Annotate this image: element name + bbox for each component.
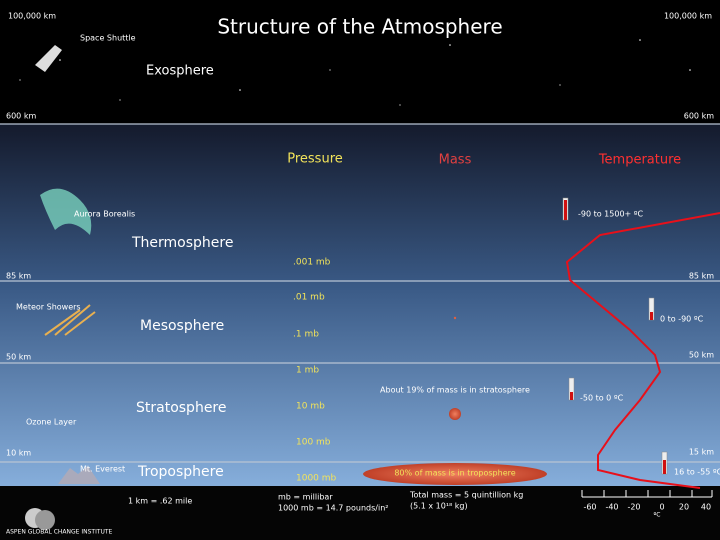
feature-label: Ozone Layer xyxy=(26,418,77,427)
scale-label: 40 xyxy=(701,503,711,512)
pressure-value: 1000 mb xyxy=(296,474,337,484)
mass-header: Mass xyxy=(439,153,472,168)
total-mass-note: (5.1 x 10¹⁸ kg) xyxy=(410,502,468,511)
pressure-value: 100 mb xyxy=(296,438,331,448)
layer-name: Mesosphere xyxy=(140,318,224,334)
temperature-range: -50 to 0 ºC xyxy=(580,394,624,403)
stratosphere-mass-shape xyxy=(449,408,461,420)
temperature-header: Temperature xyxy=(598,153,681,168)
layer-name: Exosphere xyxy=(146,64,214,79)
logo-text: ASPEN GLOBAL CHANGE INSTITUTE xyxy=(6,529,113,536)
stars xyxy=(19,39,691,106)
mountain-icon xyxy=(58,466,100,484)
pressure-value: 1 mb xyxy=(296,366,319,376)
pressure-value: .001 mb xyxy=(293,258,331,268)
footer-background xyxy=(0,486,720,540)
layer-name: Thermosphere xyxy=(131,235,233,251)
feature-label: Space Shuttle xyxy=(80,34,136,43)
thermometer-fill xyxy=(564,200,666,474)
layer-name: Troposphere xyxy=(137,464,224,480)
logo-globes xyxy=(25,508,55,530)
pressure-unit-note: mb = millibar xyxy=(278,493,333,502)
scale-label: 0 xyxy=(659,503,664,512)
altitude-label: 85 km xyxy=(6,272,31,281)
temperature-scale-axis xyxy=(581,490,713,498)
temperature-curve xyxy=(565,212,720,489)
scale-label: -40 xyxy=(605,503,618,512)
altitude-label: 85 km xyxy=(689,272,714,281)
scale-label: -20 xyxy=(627,503,640,512)
scale-label: -60 xyxy=(583,503,596,512)
temperature-range: -90 to 1500+ ºC xyxy=(578,210,644,219)
temperature-range: 16 to -55 ºC xyxy=(674,468,720,477)
pressure-value: .1 mb xyxy=(293,330,319,340)
temperature-range: 0 to -90 ºC xyxy=(660,315,704,324)
pressure-unit-note: 1000 mb = 14.7 pounds/in² xyxy=(278,504,388,513)
mass-note: About 19% of mass is in stratosphere xyxy=(380,386,530,395)
title: Structure of the Atmosphere xyxy=(217,15,502,39)
pressure-header: Pressure xyxy=(287,152,343,167)
mesosphere-mass-shape xyxy=(453,316,457,320)
total-mass-note: Total mass = 5 quintillion kg xyxy=(409,491,523,500)
aurora-icon xyxy=(40,188,92,235)
feature-label: Mt. Everest xyxy=(80,465,125,474)
altitude-label: 10 km xyxy=(6,449,31,458)
layer-name: Stratosphere xyxy=(136,400,227,416)
sky-background xyxy=(0,124,720,486)
altitude-label: 100,000 km xyxy=(664,12,712,21)
scale-unit: ºC xyxy=(653,512,660,519)
conversion-note: 1 km = .62 mile xyxy=(128,497,192,506)
pressure-value: .01 mb xyxy=(293,293,325,303)
altitude-label: 50 km xyxy=(6,353,31,362)
mass-note: 80% of mass is in troposphere xyxy=(394,469,515,478)
feature-label: Meteor Showers xyxy=(16,303,81,312)
altitude-label: 600 km xyxy=(6,112,36,121)
troposphere-mass-shape xyxy=(363,463,547,485)
meteor-icon xyxy=(44,304,96,336)
altitude-label: 15 km xyxy=(689,448,714,457)
altitude-label: 600 km xyxy=(684,112,714,121)
pressure-value: 10 mb xyxy=(296,402,325,412)
space-background xyxy=(0,0,720,124)
shuttle-icon xyxy=(35,45,62,72)
altitude-label: 100,000 km xyxy=(8,12,56,21)
altitude-label: 50 km xyxy=(689,351,714,360)
feature-label: Aurora Borealis xyxy=(74,210,135,219)
scale-label: 20 xyxy=(679,503,689,512)
